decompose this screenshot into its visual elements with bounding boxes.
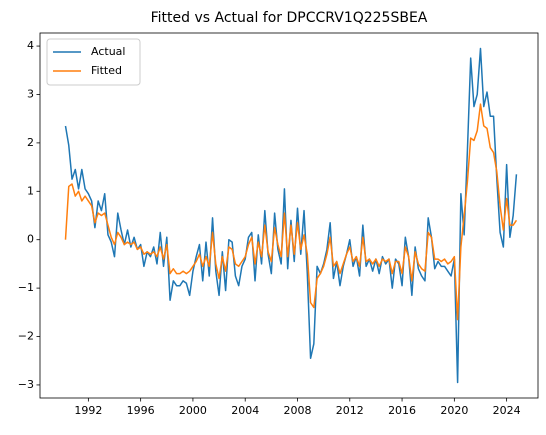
y-tick-label: −3 — [18, 378, 34, 391]
legend-label: Fitted — [91, 64, 122, 77]
legend-box — [46, 38, 141, 86]
y-tick-label: 1 — [27, 184, 34, 197]
legend-label: Actual — [91, 45, 125, 58]
series-line — [64, 103, 518, 321]
y-tick-label: 4 — [27, 39, 34, 52]
x-tick-label: 2000 — [179, 404, 207, 417]
plot-frame — [39, 32, 539, 399]
x-tick-label: 1996 — [127, 404, 155, 417]
y-tick-label: −1 — [18, 281, 34, 294]
x-tick-label: 2024 — [493, 404, 521, 417]
y-tick-label: 0 — [27, 233, 34, 246]
y-tick-label: −2 — [18, 330, 34, 343]
x-tick-label: 1992 — [74, 404, 102, 417]
x-tick-label: 2008 — [283, 404, 311, 417]
x-tick-label: 2012 — [336, 404, 364, 417]
x-tick-label: 2020 — [440, 404, 468, 417]
y-tick-label: 2 — [27, 136, 34, 149]
x-tick-label: 2004 — [231, 404, 259, 417]
chart-title: Fitted vs Actual for DPCCRV1Q225SBEA — [151, 10, 428, 26]
series-line — [64, 47, 518, 384]
x-tick-label: 2016 — [388, 404, 416, 417]
y-tick-label: 3 — [27, 87, 34, 100]
